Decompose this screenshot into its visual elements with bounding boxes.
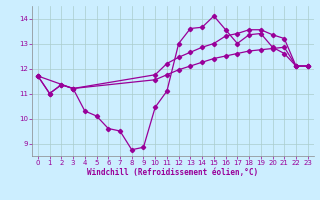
X-axis label: Windchill (Refroidissement éolien,°C): Windchill (Refroidissement éolien,°C) <box>87 168 258 177</box>
